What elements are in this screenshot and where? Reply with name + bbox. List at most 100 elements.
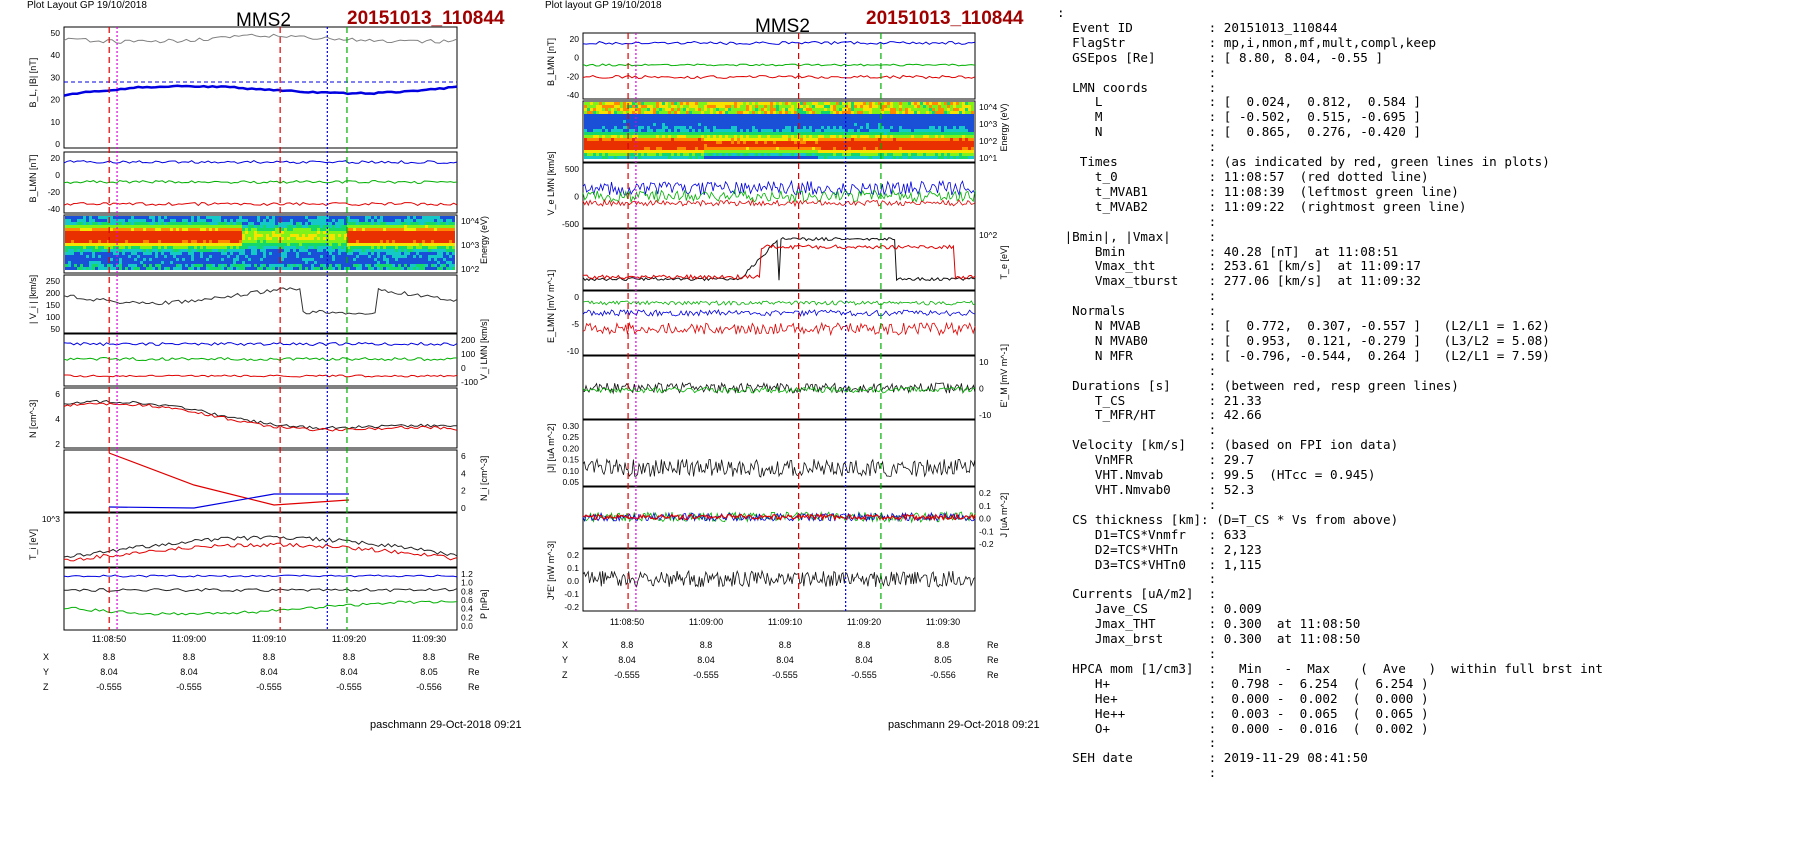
spectrogram-cell <box>440 234 443 237</box>
spectrogram-cell <box>680 132 683 135</box>
spectrogram-cell <box>221 219 224 222</box>
spectrogram-cell <box>920 135 923 138</box>
spectrogram-cell <box>131 222 134 225</box>
spectrogram-cell <box>167 255 170 258</box>
spectrogram-cell <box>224 249 227 252</box>
spectrogram-cell <box>812 156 815 159</box>
spectrogram-cell <box>404 255 407 258</box>
spectrogram-cell <box>686 102 689 105</box>
spectrogram-cell <box>110 237 113 240</box>
spectrogram-cell <box>953 153 956 156</box>
spectrogram-cell <box>200 222 203 225</box>
spectrogram-cell <box>377 267 380 270</box>
spectrogram-cell <box>950 114 953 117</box>
spectrogram-cell <box>605 123 608 126</box>
spectrogram-cell <box>443 240 446 243</box>
spectrogram-cell <box>77 225 80 228</box>
spectrogram-cell <box>791 117 794 120</box>
spectrogram-cell <box>407 237 410 240</box>
spectrogram-cell <box>86 234 89 237</box>
spectrogram-cell <box>941 132 944 135</box>
spectrogram-cell <box>923 102 926 105</box>
spectrogram-cell <box>419 261 422 264</box>
spectrogram-cell <box>656 132 659 135</box>
spectrogram-cell <box>245 222 248 225</box>
spectrogram-cell <box>164 240 167 243</box>
spectrogram-cell <box>611 135 614 138</box>
spectrogram-cell <box>713 144 716 147</box>
spectrogram-cell <box>191 261 194 264</box>
panel-ylabel: | V_i | [km/s] <box>28 275 38 324</box>
spectrogram-cell <box>734 123 737 126</box>
spectrogram-cell <box>407 264 410 267</box>
spectrogram-cell <box>851 135 854 138</box>
spectrogram-cell <box>764 117 767 120</box>
spectrogram-cell <box>665 147 668 150</box>
spectrogram-cell <box>917 144 920 147</box>
spectrogram-cell <box>893 135 896 138</box>
spectrogram-cell <box>149 252 152 255</box>
spectrogram-cell <box>113 246 116 249</box>
spectrogram-cell <box>611 108 614 111</box>
spectrogram-cell <box>293 231 296 234</box>
spectrogram-cell <box>635 147 638 150</box>
spectrogram-cell <box>884 147 887 150</box>
ytick-label: -40 <box>48 204 61 214</box>
spectrogram-cell <box>440 249 443 252</box>
spectrogram-cell <box>929 123 932 126</box>
spectrogram-cell <box>170 234 173 237</box>
spectrogram-cell <box>224 264 227 267</box>
spectrogram-cell <box>299 261 302 264</box>
spectrogram-cell <box>617 105 620 108</box>
spectrogram-cell <box>968 111 971 114</box>
spectrogram-cell <box>788 114 791 117</box>
spectrogram-cell <box>437 246 440 249</box>
spectrogram-cell <box>686 144 689 147</box>
spectrogram-cell <box>896 102 899 105</box>
spectrogram-cell <box>944 141 947 144</box>
spectrogram-cell <box>104 225 107 228</box>
spectrogram-cell <box>767 132 770 135</box>
spectrogram-cell <box>80 216 83 219</box>
spectrogram-cell <box>893 117 896 120</box>
spectrogram-cell <box>944 126 947 129</box>
spectrogram-cell <box>353 264 356 267</box>
xtick-label: 11:09:20 <box>332 634 366 644</box>
spectrogram-cell <box>686 135 689 138</box>
spectrogram-cell <box>857 141 860 144</box>
spectrogram-cell <box>308 240 311 243</box>
spectrogram-cell <box>764 102 767 105</box>
en-line <box>582 321 976 337</box>
pos-value: -0.555 <box>96 682 122 692</box>
spectrogram-cell <box>770 105 773 108</box>
spectrogram-cell <box>839 102 842 105</box>
spectrogram-cell <box>848 105 851 108</box>
spectrogram-cell <box>623 108 626 111</box>
spectrogram-cell <box>122 267 125 270</box>
spectrogram-cell <box>218 231 221 234</box>
spectrogram-cell <box>215 261 218 264</box>
spectrogram-cell <box>923 144 926 147</box>
spectrogram-cell <box>857 156 860 159</box>
spectrogram-cell <box>647 111 650 114</box>
spectrogram-cell <box>812 132 815 135</box>
spectrogram-cell <box>176 225 179 228</box>
spectrogram-cell <box>359 228 362 231</box>
spectrogram-cell <box>374 228 377 231</box>
spectrogram-cell <box>380 222 383 225</box>
spectrogram-cell <box>617 111 620 114</box>
spectrogram-cell <box>362 243 365 246</box>
spectrogram-cell <box>740 156 743 159</box>
pos-value: 8.05 <box>420 667 438 677</box>
panel-frame <box>63 512 458 568</box>
spectrogram-cell <box>164 231 167 234</box>
spectrogram-cell <box>119 222 122 225</box>
spectrogram-cell <box>710 111 713 114</box>
spectrogram-cell <box>902 132 905 135</box>
spectrogram-cell <box>158 225 161 228</box>
spectrogram-cell <box>266 228 269 231</box>
spectrogram-cell <box>182 246 185 249</box>
spectrogram-cell <box>155 231 158 234</box>
spectrogram-cell <box>782 120 785 123</box>
spectrogram-cell <box>398 255 401 258</box>
